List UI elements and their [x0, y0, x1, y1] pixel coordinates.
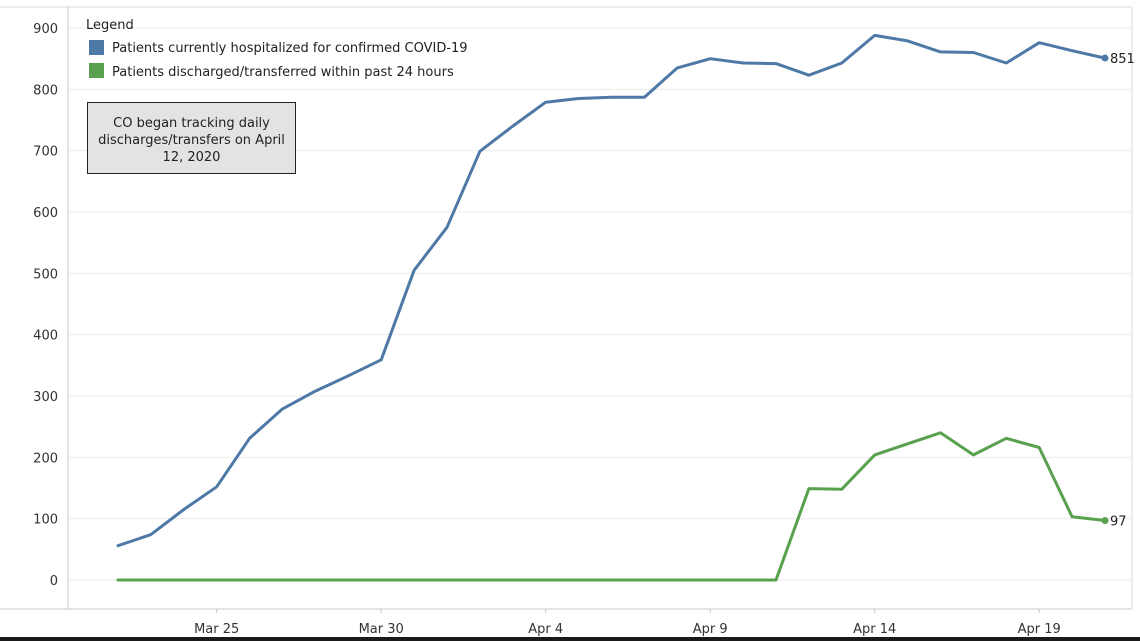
x-tick-label: Apr 4 — [528, 622, 563, 637]
y-tick-label: 700 — [33, 145, 58, 160]
legend: Legend Patients currently hospitalized f… — [86, 18, 468, 80]
y-tick-label: 300 — [33, 390, 58, 405]
annotation-text: CO began tracking daily discharges/trans… — [98, 116, 285, 165]
y-tick-label: 400 — [33, 329, 58, 344]
y-tick-label: 200 — [33, 451, 58, 466]
series-end-marker — [1101, 54, 1109, 62]
y-tick-label: 900 — [33, 22, 58, 37]
series-end-marker — [1101, 517, 1109, 525]
y-tick-label: 0 — [50, 574, 58, 589]
series-lines: 851 97 — [116, 33, 1135, 582]
y-tick-label: 100 — [33, 513, 58, 528]
annotation-box: CO began tracking daily discharges/trans… — [87, 102, 296, 174]
x-tick-label: Apr 9 — [693, 622, 728, 637]
legend-label-hospitalized: Patients currently hospitalized for conf… — [112, 41, 468, 56]
grid-lines — [68, 27, 1132, 581]
legend-label-discharged: Patients discharged/transferred within p… — [112, 65, 454, 80]
x-tick-label: Mar 30 — [359, 622, 404, 637]
x-tick-label: Apr 19 — [1018, 622, 1061, 637]
y-tick-label: 500 — [33, 267, 58, 282]
bottom-border — [0, 637, 1140, 641]
y-tick-label: 800 — [33, 83, 58, 98]
legend-swatch-hospitalized — [89, 40, 104, 55]
series-line-discharged — [116, 431, 1107, 582]
x-tick-label: Mar 25 — [194, 622, 239, 637]
y-tick-label: 600 — [33, 206, 58, 221]
legend-swatch-discharged — [89, 63, 104, 78]
series-end-label: 97 — [1110, 515, 1127, 530]
series-end-label: 851 — [1110, 52, 1135, 67]
axes: 0 100 200 300 400 500 600 700 800 900 Mar 25 Mar 30… — [0, 6, 1133, 637]
legend-title: Legend — [86, 18, 134, 33]
x-tick-label: Apr 14 — [853, 622, 896, 637]
